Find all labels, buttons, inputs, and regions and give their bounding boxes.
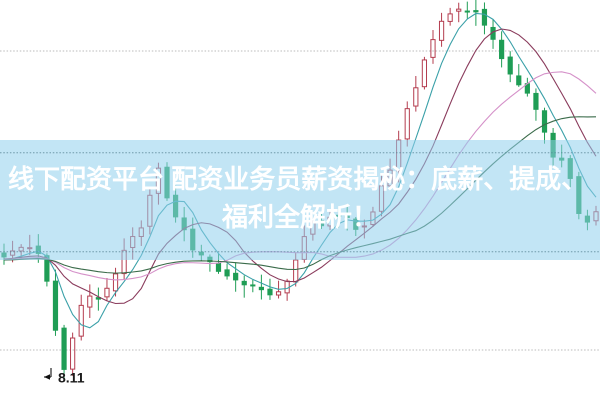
svg-text:8.11: 8.11 [58,370,85,386]
